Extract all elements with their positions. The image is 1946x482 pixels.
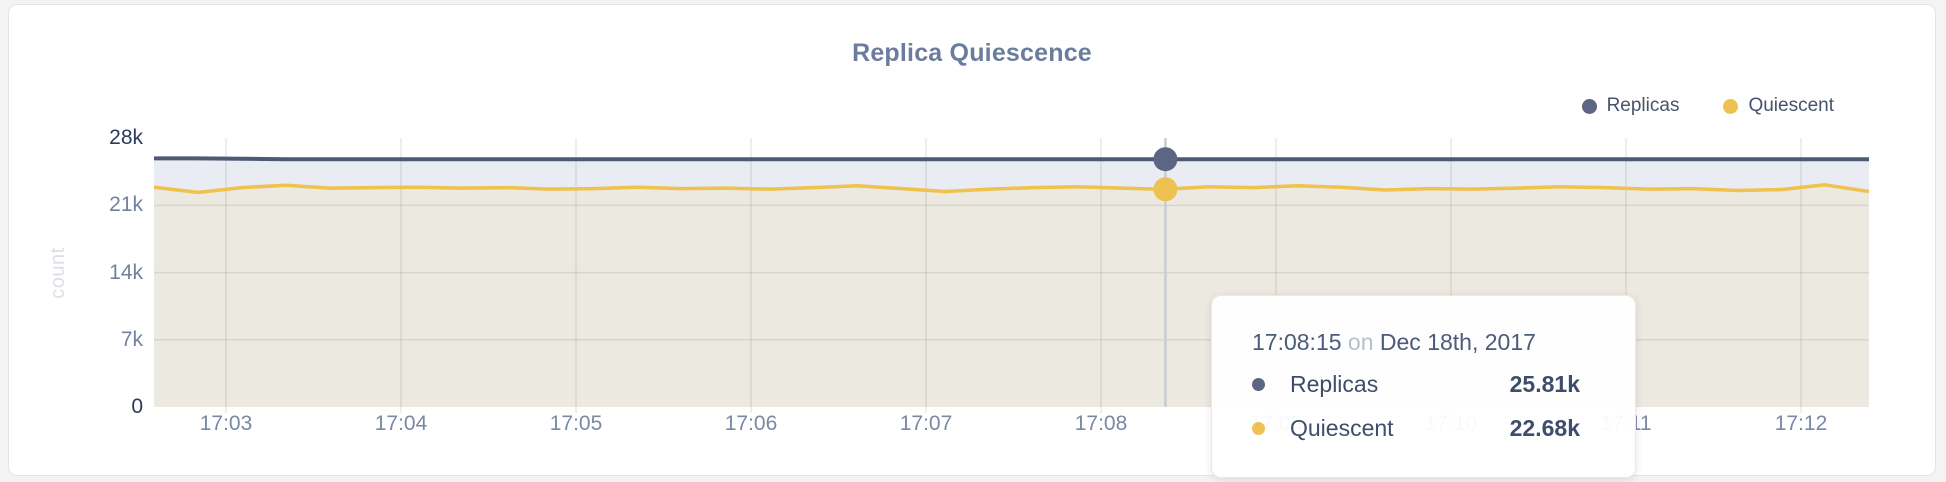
- tooltip-series-label: Replicas: [1290, 371, 1379, 397]
- tooltip-connector: on: [1347, 329, 1374, 355]
- legend-dot-icon: [1723, 98, 1739, 114]
- y-axis-tick: 14k: [109, 260, 143, 284]
- y-axis-unit-label: count: [47, 247, 70, 299]
- tooltip-row-replicas: Replicas 25.81k: [1252, 367, 1580, 402]
- tooltip-series-value: 22.68k: [1509, 415, 1580, 441]
- y-axis-tick: 0: [131, 395, 143, 418]
- hover-tooltip: 17:08:15 on Dec 18th, 2017 Replicas 25.81…: [1211, 295, 1636, 478]
- hover-dot-replicas: [1153, 147, 1178, 172]
- legend: Replicas Quiescent: [1581, 95, 1834, 117]
- legend-label: Replicas: [1606, 95, 1680, 116]
- x-axis-tick: 17:08: [1074, 412, 1128, 435]
- tooltip-series-dot-icon: [1252, 378, 1265, 391]
- tooltip-time: 17:08:15: [1252, 329, 1342, 355]
- chart-card: Replica Quiescence Replicas Quiescent 28k…: [8, 4, 1936, 478]
- y-axis-tick: 28k: [109, 126, 143, 150]
- tooltip-timestamp: 17:08:15 on Dec 18th, 2017: [1252, 326, 1580, 358]
- y-axis-tick: 21k: [109, 193, 143, 217]
- x-axis-tick: 17:03: [199, 412, 253, 435]
- x-axis-tick: 17:04: [374, 412, 428, 435]
- tooltip-date: Dec 18th, 2017: [1379, 329, 1536, 355]
- y-axis-tick: 7k: [120, 327, 143, 351]
- x-axis-tick: 17:07: [899, 412, 953, 435]
- legend-dot-icon: [1581, 98, 1597, 114]
- x-axis-tick: 17:12: [1774, 412, 1828, 435]
- tooltip-series-label: Quiescent: [1290, 415, 1394, 441]
- chart-title: Replica Quiescence: [852, 39, 1092, 67]
- series-line-replicas: [154, 156, 1869, 162]
- series-line-quiescent: [154, 183, 1869, 195]
- legend-item-quiescent[interactable]: Quiescent: [1723, 95, 1834, 117]
- legend-label: Quiescent: [1748, 95, 1834, 116]
- tooltip-series-value: 25.81k: [1509, 371, 1580, 397]
- tooltip-row-quiescent: Quiescent 22.68k: [1252, 411, 1580, 446]
- hover-dot-quiescent: [1153, 177, 1178, 202]
- x-axis-tick: 17:05: [549, 412, 603, 435]
- x-axis-tick: 17:06: [724, 412, 778, 435]
- legend-item-replicas[interactable]: Replicas: [1581, 95, 1680, 117]
- tooltip-series-dot-icon: [1252, 422, 1265, 435]
